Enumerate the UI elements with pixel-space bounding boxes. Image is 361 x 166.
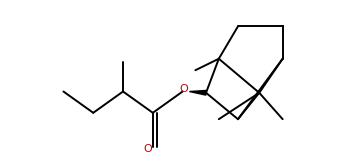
- Text: O: O: [179, 84, 188, 94]
- Text: O: O: [143, 144, 152, 154]
- Polygon shape: [190, 90, 206, 95]
